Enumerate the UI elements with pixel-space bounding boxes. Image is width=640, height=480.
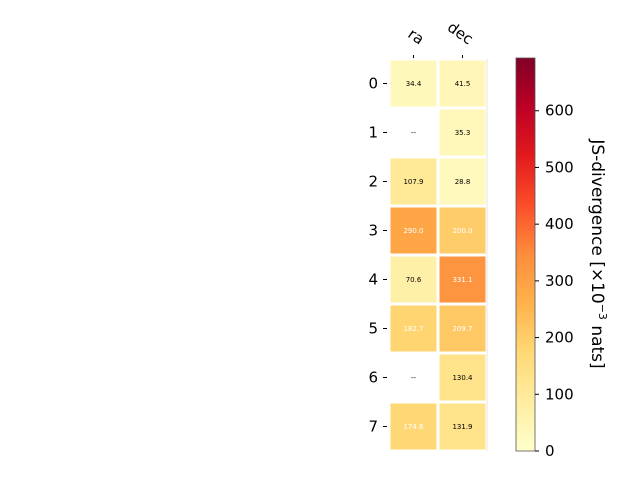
- colorbar-title-tail: nats]: [587, 320, 607, 369]
- row-label: 7: [368, 418, 378, 436]
- heatmap-cell: [439, 207, 486, 254]
- cell-value-label: 200.0: [452, 227, 472, 235]
- colorbar-tick-label: 500: [545, 158, 574, 176]
- colorbar-tick-label: 300: [545, 272, 574, 290]
- cell-value-label: 331.1: [452, 276, 472, 284]
- heatmap-cell: [439, 109, 486, 156]
- heatmap-cell: [439, 354, 486, 401]
- colorbar-tick-label: 100: [545, 385, 574, 403]
- colorbar-title-main: JS-divergence [×10: [587, 138, 607, 303]
- row-label: 6: [368, 369, 378, 387]
- row-label: 3: [368, 222, 378, 240]
- row-label: 0: [368, 75, 378, 93]
- row-label: 1: [368, 124, 378, 142]
- cell-value-label: 35.3: [455, 129, 471, 137]
- heatmap-cell: [390, 403, 437, 450]
- heatmap-cell: [439, 158, 486, 205]
- heatmap-cell: [390, 158, 437, 205]
- heatmap-cell: [439, 256, 486, 303]
- colorbar-tick-label: 200: [545, 329, 574, 347]
- cell-value-label: 174.6: [403, 423, 424, 431]
- cell-value-label: 290.0: [403, 227, 423, 235]
- cell-value-label: 70.6: [406, 276, 422, 284]
- column-label: ra: [405, 25, 428, 49]
- row-labels: 0 1 2 3 4 5 6 7: [368, 75, 387, 436]
- colorbar-ticks: 0 100 200 300 400 500 600: [535, 102, 574, 460]
- cell-value-label: 182.7: [403, 325, 423, 333]
- cell-value-label: 209.7: [452, 325, 472, 333]
- cell-value-label: 130.4: [452, 374, 473, 382]
- cell-value-label: 41.5: [455, 80, 471, 88]
- cell-value-label: --: [411, 129, 417, 137]
- row-label: 5: [368, 320, 378, 338]
- cell-value-label: 131.9: [452, 423, 472, 431]
- cell-value-label: 28.8: [455, 178, 471, 186]
- heatmap-cell: [439, 60, 486, 107]
- colorbar-title-exponent: −3: [596, 304, 609, 320]
- row-label: 2: [368, 173, 378, 191]
- heatmap-cell: [390, 305, 437, 352]
- column-label: dec: [444, 18, 476, 48]
- heatmap-cell: [439, 403, 486, 450]
- heatmap-cell: [439, 305, 486, 352]
- colorbar-title: JS-divergence [×10−3 nats]: [587, 138, 609, 368]
- heatmap-cell: [390, 60, 437, 107]
- heatmap-cell: [390, 256, 437, 303]
- colorbar-tick-label: 400: [545, 215, 574, 233]
- cell-value-label: --: [411, 374, 417, 382]
- colorbar: 0 100 200 300 400 500 600 JS-divergence [×10−3…: [515, 57, 609, 460]
- colorbar-tick-label: 600: [545, 102, 574, 120]
- column-labels: ra dec: [405, 18, 477, 58]
- cell-value-label: 107.9: [403, 178, 423, 186]
- heatmap-area: 34.4 41.5 -- 35.3 107.9 28.8 290.0 200.0 70.6 331…: [390, 59, 488, 451]
- heatmap-cell: [390, 207, 437, 254]
- cell-value-label: 34.4: [406, 80, 422, 88]
- row-label: 4: [368, 271, 378, 289]
- colorbar-tick-label: 0: [545, 442, 555, 460]
- colorbar-gradient: [515, 57, 536, 452]
